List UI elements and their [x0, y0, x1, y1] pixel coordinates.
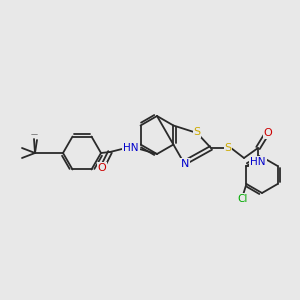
Text: S: S	[194, 127, 201, 137]
Text: N: N	[181, 159, 189, 169]
Text: —: —	[31, 131, 38, 137]
Text: HN: HN	[123, 143, 139, 153]
Text: HN: HN	[250, 157, 266, 167]
Text: Cl: Cl	[237, 194, 248, 204]
Text: O: O	[264, 128, 272, 138]
Text: O: O	[98, 163, 106, 173]
Text: S: S	[224, 143, 232, 153]
